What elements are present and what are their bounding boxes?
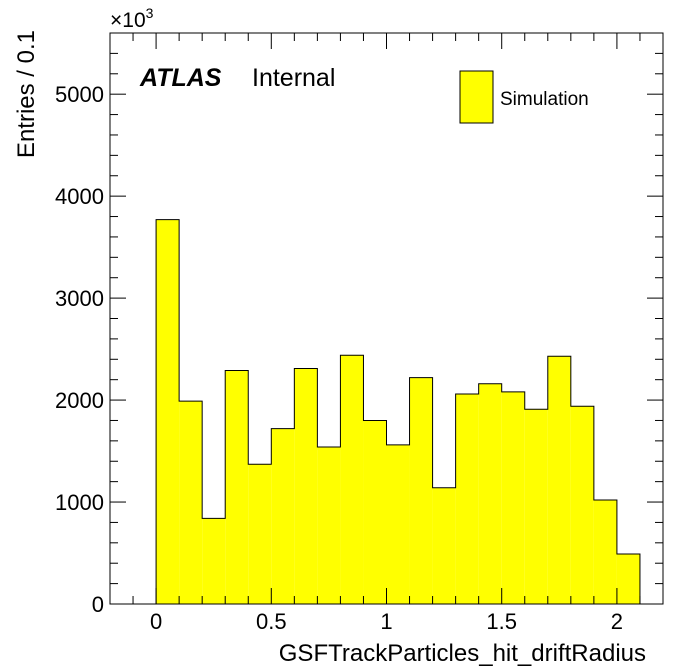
x-tick-label: 0.5 — [256, 609, 287, 634]
histogram-bar — [478, 383, 502, 604]
histogram-bar — [386, 444, 410, 604]
y-axis-label: Entries / 0.1 — [13, 30, 40, 158]
histogram-bar — [501, 391, 525, 604]
y-tick-label: 3000 — [55, 286, 104, 311]
histogram-bar — [432, 487, 456, 604]
y-tick-label: 4000 — [55, 184, 104, 209]
histogram-bar — [455, 393, 479, 604]
histogram-bar — [363, 420, 387, 604]
x-tick-label: 2 — [611, 609, 623, 634]
y-multiplier: ×103 — [110, 5, 154, 32]
internal-label: Internal — [252, 64, 335, 92]
legend-swatch-simulation — [459, 70, 494, 124]
x-tick-label: 1.5 — [486, 609, 517, 634]
histogram-bar — [570, 406, 594, 604]
histogram-bar — [524, 409, 548, 604]
atlas-label: ATLAS — [139, 64, 222, 92]
histogram-bar — [271, 428, 295, 604]
histogram-bar — [340, 355, 364, 604]
y-multiplier-base: ×10 — [110, 9, 146, 32]
legend-label-simulation: Simulation — [500, 89, 589, 110]
histogram-bar — [202, 518, 226, 604]
tick-labels: 0 0.5 1 1.5 2 0 1000 2000 3000 4000 5000 — [55, 82, 623, 634]
x-tick-label: 0 — [150, 609, 162, 634]
histogram-bar — [248, 464, 272, 604]
histogram-outline — [155, 219, 641, 604]
histogram-bar — [409, 377, 433, 604]
x-tick-label: 1 — [380, 609, 392, 634]
tick-marks — [109, 32, 664, 605]
histogram-bar — [593, 499, 617, 604]
histogram-bar — [179, 401, 203, 604]
histogram-bar — [317, 446, 341, 604]
histogram-bar — [294, 368, 318, 604]
histogram-bar — [547, 356, 571, 604]
y-tick-label: 5000 — [55, 82, 104, 107]
y-multiplier-exponent: 3 — [146, 5, 154, 21]
histogram-bar — [616, 554, 640, 604]
x-axis-label: GSFTrackParticles_hit_driftRadius — [279, 640, 646, 667]
histogram-bar — [156, 219, 180, 604]
y-tick-label: 1000 — [55, 490, 104, 515]
y-tick-label: 0 — [92, 592, 104, 617]
histogram-bars — [155, 219, 641, 604]
histogram-bar — [225, 370, 249, 604]
y-tick-label: 2000 — [55, 388, 104, 413]
